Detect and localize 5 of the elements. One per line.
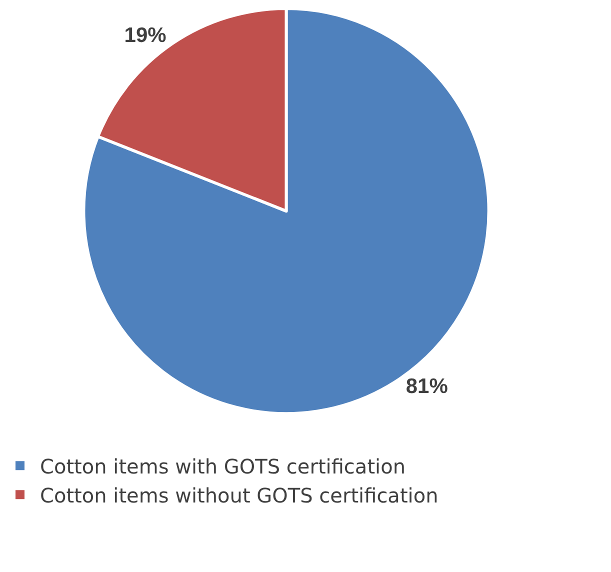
legend-label: Cotton items with GOTS certification (40, 454, 406, 478)
legend-label: Cotton items without GOTS certification (40, 483, 438, 508)
data-label: 81% (406, 374, 448, 398)
data-label: 19% (124, 24, 167, 48)
pie-slice (82, 7, 490, 415)
